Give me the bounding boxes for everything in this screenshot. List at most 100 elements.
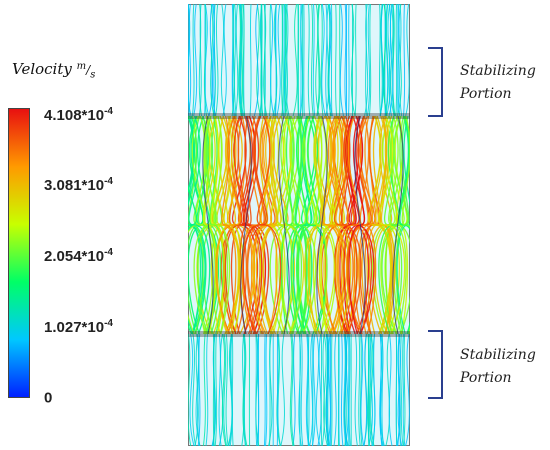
top-stable-streamline [233, 4, 237, 117]
top-stable-streamline [269, 4, 272, 117]
bottom-stable-streamline [202, 333, 206, 446]
bottom-stable-streamline [329, 333, 332, 446]
top-stable-streamline [283, 4, 285, 117]
top-label-line1: Stabilizing [460, 63, 536, 79]
mixing-streamline [188, 115, 198, 226]
bottom-stable-streamline [227, 333, 233, 446]
top-stable-streamline [204, 4, 210, 117]
mixing-streamline [368, 115, 392, 335]
mixing-streamline [294, 115, 308, 335]
bottom-stable-streamline [311, 333, 316, 446]
fiber-curve [240, 115, 252, 335]
bottom-stable-streamline [218, 333, 222, 446]
top-stable-streamline [397, 4, 402, 117]
top-stable-streamline [354, 4, 357, 117]
top-stable-streamline [310, 4, 314, 117]
top-stable-streamline [299, 4, 304, 117]
top-stable-streamline [328, 4, 331, 117]
legend-unit-num: m [76, 61, 87, 72]
bottom-stable-streamline [400, 333, 404, 446]
top-stable-streamline [272, 4, 278, 117]
top-stable-streamline [316, 4, 320, 117]
top-stable-streamline [215, 4, 219, 117]
bottom-brace-icon [428, 330, 443, 399]
bottom-stable-streamline [317, 333, 322, 446]
bottom-stable-streamline [381, 333, 384, 446]
color-scale-bar [8, 108, 30, 398]
bottom-stable-streamline [192, 333, 197, 446]
top-stable-streamline [234, 4, 239, 117]
top-stable-streamline [397, 4, 401, 117]
bottom-stable-streamline [396, 333, 401, 446]
top-stable-streamline [198, 4, 202, 117]
bottom-label-line1: Stabilizing [460, 347, 536, 363]
top-stable-streamline [191, 4, 195, 117]
top-stable-streamline [344, 4, 347, 117]
legend-unit: m/s [76, 61, 96, 81]
top-stable-streamline [297, 4, 299, 117]
bottom-stable-streamline [189, 333, 195, 446]
bottom-stable-streamline [371, 333, 376, 446]
bottom-stable-streamline [277, 333, 281, 446]
top-stable-streamline [405, 4, 410, 117]
top-stable-streamline [367, 4, 371, 117]
top-stable-streamline [263, 4, 268, 117]
mixing-streamline [188, 115, 206, 335]
bottom-stable-streamline [363, 333, 368, 446]
mixing-streamline [378, 115, 406, 335]
top-stable-streamline [213, 4, 216, 117]
bottom-stable-streamline [265, 333, 268, 446]
bottom-stable-streamline [360, 333, 365, 446]
mixing-streamline [395, 115, 410, 335]
mixing-streamline [212, 115, 231, 335]
top-stable-streamline [210, 4, 215, 117]
top-stable-streamline [299, 4, 302, 117]
top-label-line2: Portion [460, 86, 512, 102]
mixing-streamline [292, 115, 313, 335]
bottom-stable-streamline [309, 333, 314, 446]
top-stable-streamline [379, 4, 384, 117]
bottom-stabilizing-label: Stabilizing Portion [460, 344, 550, 390]
mixing-streamline [337, 115, 361, 335]
bottom-stable-streamline [263, 333, 266, 446]
top-stable-streamline [231, 4, 234, 117]
mixing-streamline [378, 115, 401, 335]
top-stable-streamline [321, 4, 326, 117]
fiber-curve [354, 115, 366, 335]
bottom-stable-streamline [388, 333, 393, 446]
top-stable-streamline [281, 4, 284, 117]
mixing-streamline [322, 115, 345, 335]
top-stable-streamline [238, 4, 242, 117]
top-stable-streamline [312, 4, 316, 117]
mixing-streamline [285, 115, 303, 335]
bottom-stable-streamline [325, 333, 329, 446]
top-stable-streamline [395, 4, 398, 117]
top-stable-streamline [242, 4, 246, 117]
bottom-stable-streamline [320, 333, 323, 446]
bottom-stable-streamline [292, 333, 296, 446]
top-stable-streamline [222, 4, 227, 117]
top-brace-icon [428, 47, 443, 117]
fiber-curve [392, 115, 404, 335]
bottom-stable-streamline [327, 333, 329, 446]
top-stable-streamline [335, 4, 338, 117]
top-stable-streamline [403, 4, 406, 117]
bottom-stable-streamline [255, 333, 258, 446]
mixing-streamline [224, 115, 246, 335]
top-stable-streamline [315, 4, 320, 117]
bottom-stable-streamline [256, 333, 260, 446]
bottom-stable-streamline [402, 333, 406, 446]
bottom-stable-streamline [395, 333, 398, 446]
top-stable-streamline [303, 4, 305, 117]
bottom-stable-streamline [367, 333, 370, 446]
top-stable-streamline [325, 4, 329, 117]
mixing-streamline [188, 115, 211, 335]
streamline-plot [188, 4, 410, 446]
top-stable-streamline [328, 4, 333, 117]
bottom-label-line2: Portion [460, 370, 512, 386]
bottom-stable-streamline [358, 333, 361, 446]
top-stable-streamline [320, 4, 324, 117]
top-stable-streamline [307, 4, 311, 117]
